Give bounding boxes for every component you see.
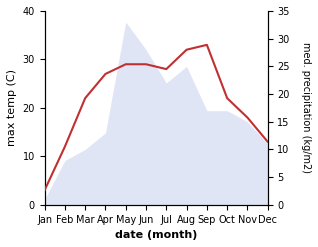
Y-axis label: max temp (C): max temp (C) <box>7 69 17 146</box>
Y-axis label: med. precipitation (kg/m2): med. precipitation (kg/m2) <box>301 42 311 173</box>
X-axis label: date (month): date (month) <box>115 230 197 240</box>
